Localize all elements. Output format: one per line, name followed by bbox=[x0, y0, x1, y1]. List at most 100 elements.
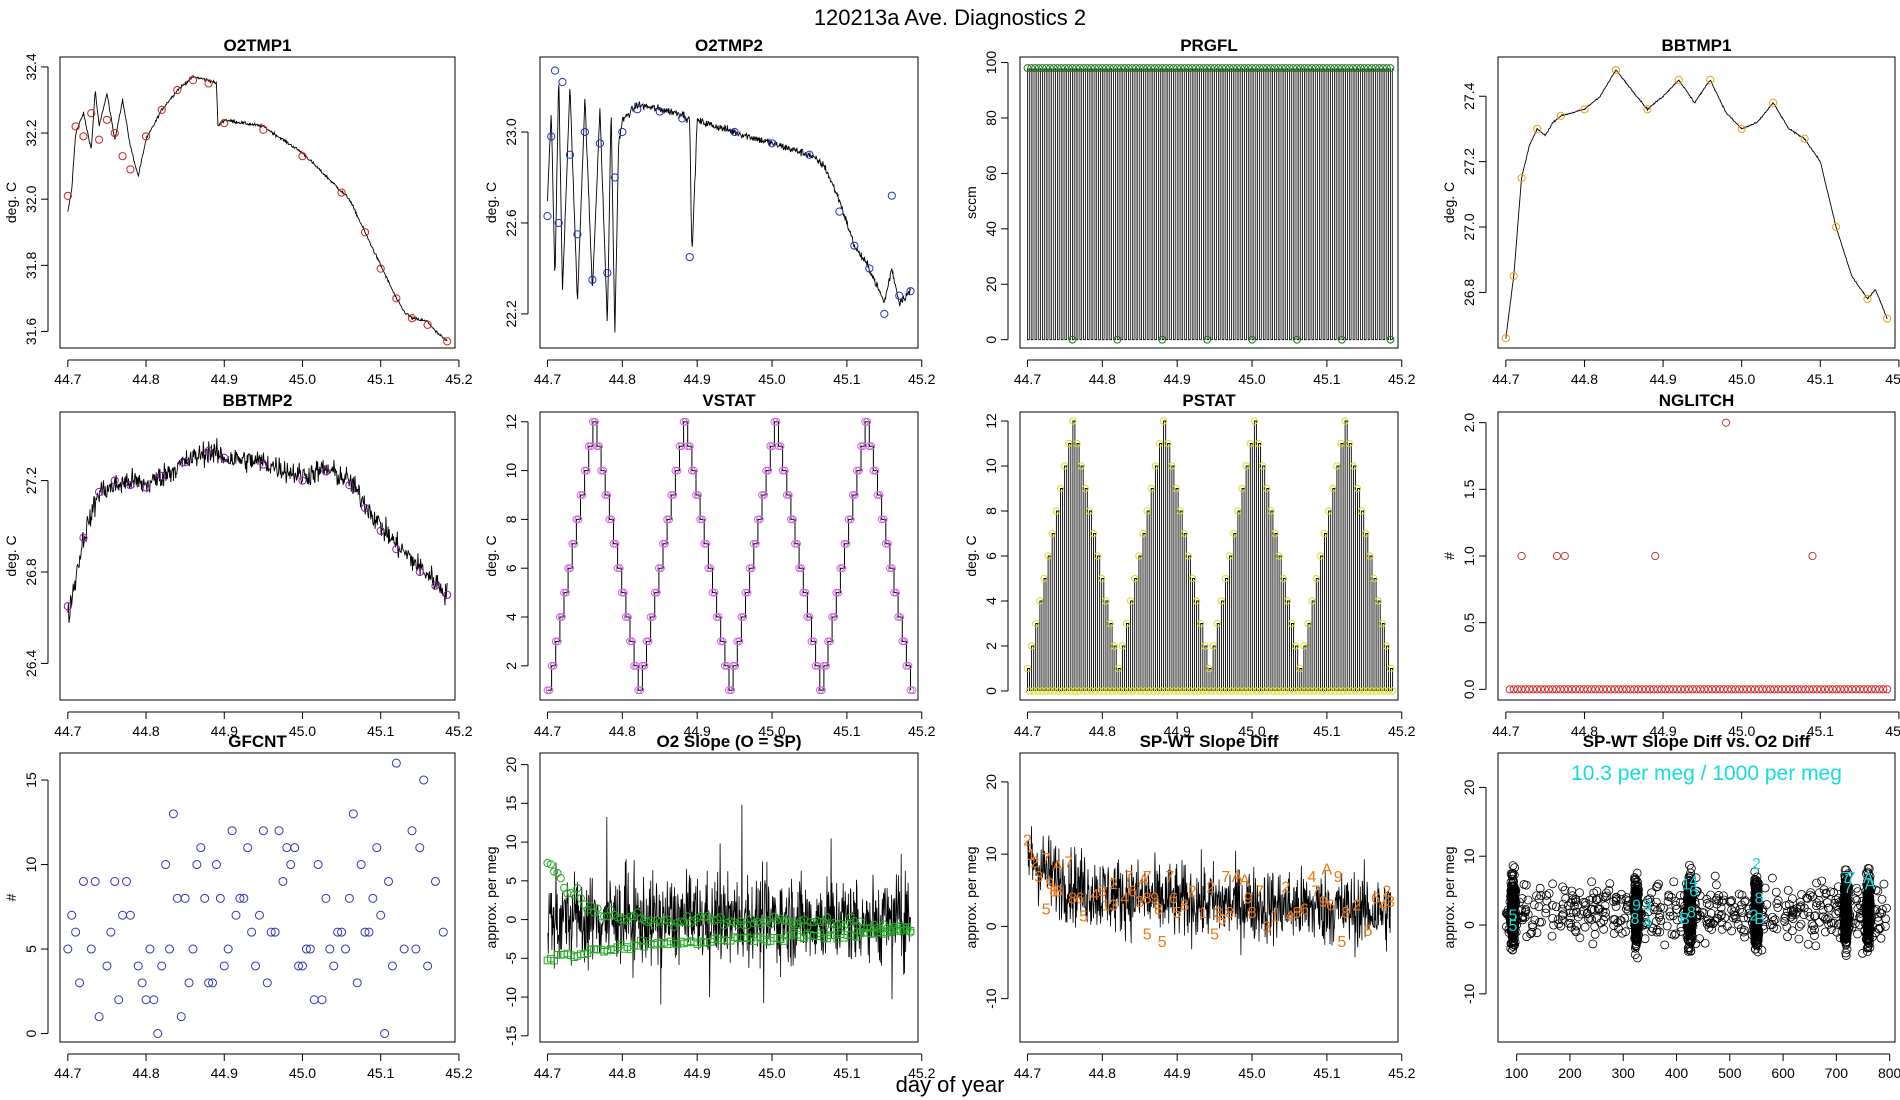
chart-point bbox=[141, 995, 151, 1005]
chart-y-tick-label: 0 bbox=[983, 336, 999, 344]
chart-point bbox=[1560, 685, 1569, 694]
chart-data-label: 6 bbox=[1371, 891, 1380, 908]
chart-point bbox=[1862, 943, 1872, 953]
chart-point bbox=[1291, 642, 1300, 650]
chart-data-label: 5 bbox=[1210, 927, 1219, 944]
chart-plot-frame bbox=[1497, 752, 1896, 1043]
chart-point bbox=[1221, 64, 1230, 72]
chart-y-tick-label: 22.2 bbox=[503, 300, 519, 327]
chart-point bbox=[665, 515, 674, 524]
chart-point bbox=[770, 417, 779, 426]
chart-point bbox=[1631, 902, 1641, 911]
chart-point bbox=[1739, 685, 1748, 694]
chart-point bbox=[1788, 914, 1798, 924]
chart-point bbox=[1251, 64, 1260, 72]
chart-point bbox=[556, 874, 565, 883]
chart-point bbox=[1218, 64, 1226, 72]
chart-point bbox=[1863, 685, 1872, 694]
chart-y-tick-label: 22.6 bbox=[503, 209, 519, 236]
chart-data-label: 4 bbox=[1120, 891, 1129, 908]
chart-point bbox=[1159, 417, 1168, 425]
chart-x-tick-label: 45.2 bbox=[1885, 371, 1900, 387]
chart-point bbox=[1173, 64, 1182, 72]
chart-point bbox=[1542, 896, 1552, 906]
figure-x-label: day of year bbox=[896, 1072, 1005, 1097]
chart-point bbox=[1057, 64, 1066, 72]
chart-point bbox=[1569, 901, 1579, 911]
chart-point bbox=[762, 466, 771, 475]
chart-point bbox=[646, 613, 655, 621]
chart-point bbox=[1507, 896, 1516, 906]
chart-point bbox=[419, 775, 429, 785]
chart-point bbox=[1320, 529, 1329, 538]
chart-data-label: 6 bbox=[1128, 883, 1137, 900]
chart-point bbox=[161, 860, 171, 870]
chart-point bbox=[1700, 685, 1709, 694]
chart-point bbox=[1240, 64, 1249, 72]
chart-point bbox=[1864, 933, 1874, 943]
chart-point bbox=[1322, 64, 1331, 72]
chart-point bbox=[543, 686, 552, 695]
chart-point bbox=[1822, 914, 1832, 924]
chart-point bbox=[1315, 64, 1324, 72]
chart-point bbox=[1783, 885, 1793, 895]
chart-point bbox=[1643, 907, 1653, 917]
chart-data-label: 7 bbox=[1842, 870, 1851, 887]
chart-point bbox=[1551, 902, 1561, 912]
chart-point bbox=[1536, 685, 1546, 694]
chart-point bbox=[1137, 687, 1145, 695]
chart-data-layer bbox=[1505, 418, 1892, 694]
chart-point bbox=[1863, 294, 1872, 304]
chart-point bbox=[1816, 685, 1826, 694]
chart-point bbox=[231, 910, 241, 920]
chart-data-label: 5 bbox=[1508, 918, 1517, 935]
chart-point bbox=[1657, 685, 1666, 694]
chart-point bbox=[1712, 914, 1722, 923]
chart-point bbox=[1864, 916, 1874, 925]
chart-point bbox=[1353, 484, 1362, 493]
chart-x-tick-label: 45.2 bbox=[1388, 371, 1415, 387]
chart-point bbox=[1717, 897, 1727, 907]
chart-point bbox=[1509, 685, 1518, 694]
chart-point bbox=[180, 893, 190, 903]
chart-point bbox=[1637, 685, 1647, 694]
chart-point bbox=[1199, 687, 1207, 695]
chart-point bbox=[1240, 687, 1248, 695]
chart-point bbox=[1379, 64, 1387, 72]
chart-point bbox=[1742, 685, 1752, 694]
chart-point bbox=[1382, 642, 1391, 650]
chart-point bbox=[1213, 619, 1221, 628]
chart-point bbox=[1147, 64, 1155, 72]
chart-data-label: 5 bbox=[1364, 923, 1373, 940]
chart-point bbox=[1596, 918, 1606, 928]
chart-point bbox=[555, 613, 564, 621]
chart-point bbox=[1647, 927, 1657, 936]
chart-point bbox=[1686, 864, 1696, 873]
chart-y-tick-label: 10 bbox=[503, 834, 519, 850]
chart-point bbox=[1507, 901, 1516, 911]
chart-point bbox=[215, 893, 225, 903]
chart-data-label: 7 bbox=[1064, 854, 1073, 871]
chart-point bbox=[745, 564, 754, 573]
chart-data-label: 1 bbox=[1027, 847, 1036, 864]
chart-point bbox=[846, 515, 855, 524]
chart-point bbox=[747, 564, 756, 573]
chart-data-label: 3 bbox=[1109, 898, 1118, 915]
chart-point bbox=[1505, 685, 1514, 694]
chart-point bbox=[259, 460, 268, 469]
chart-point bbox=[1883, 314, 1892, 323]
chart-point bbox=[673, 466, 682, 475]
chart-point bbox=[1780, 917, 1790, 926]
chart-point bbox=[1547, 931, 1557, 941]
chart-point bbox=[220, 453, 229, 462]
chart-point bbox=[1236, 64, 1245, 72]
chart-x-tick-label: 44.8 bbox=[609, 723, 636, 739]
chart-point bbox=[1083, 64, 1092, 72]
chart-point bbox=[1875, 685, 1884, 694]
chart-point bbox=[63, 944, 73, 954]
panel-grid: O2TMP1 deg. C 44.7 44.8 44.9 45.0 45.1 45.2 31.6… bbox=[3, 36, 1900, 1081]
chart-x-tick-label: 44.8 bbox=[1089, 723, 1116, 739]
chart-point bbox=[1331, 687, 1339, 695]
chart-data-label: 9 bbox=[1150, 891, 1159, 908]
chart-point bbox=[1676, 685, 1686, 694]
